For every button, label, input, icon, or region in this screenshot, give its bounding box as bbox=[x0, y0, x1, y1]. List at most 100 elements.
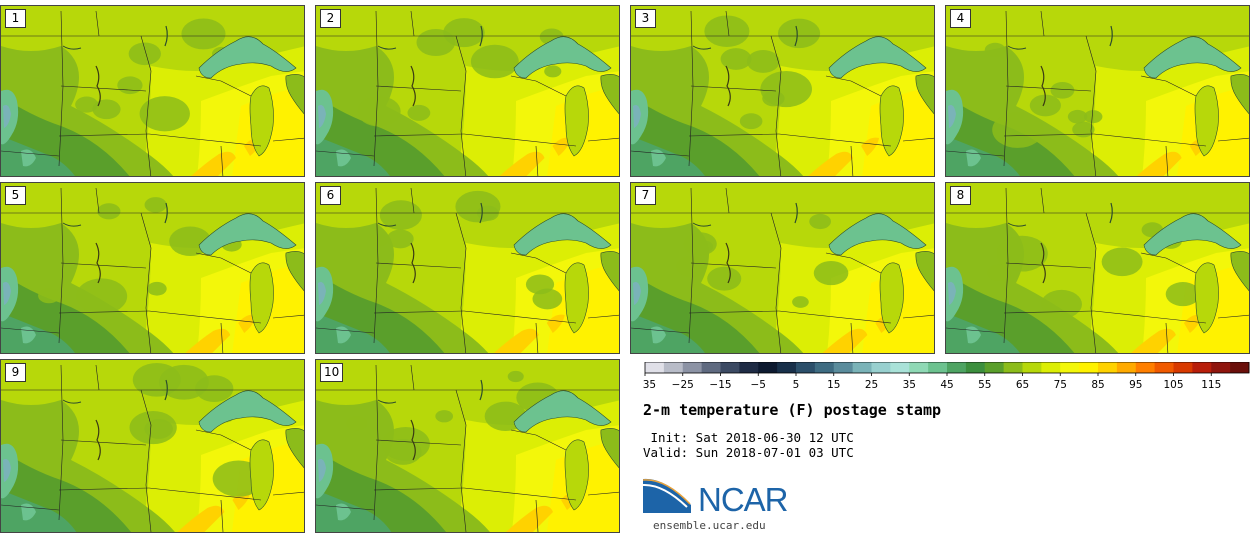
hot-spot bbox=[499, 151, 545, 176]
river bbox=[410, 65, 416, 107]
cool-region bbox=[316, 136, 390, 176]
temperature-map bbox=[1, 360, 304, 532]
member-number-label: 8 bbox=[950, 186, 971, 205]
river bbox=[725, 242, 731, 284]
lake-michigan bbox=[249, 439, 274, 511]
lake-shore bbox=[377, 222, 397, 227]
state-border bbox=[60, 262, 147, 269]
colorbar-swatch bbox=[947, 362, 967, 373]
state-border bbox=[148, 310, 262, 324]
member-number-label: 1 bbox=[5, 9, 26, 28]
state-border bbox=[690, 262, 777, 269]
colorbar-swatch bbox=[1003, 362, 1023, 373]
lake-shore bbox=[794, 25, 798, 47]
state-border bbox=[1, 150, 60, 157]
lake-huron bbox=[600, 251, 619, 292]
state-border bbox=[58, 487, 150, 491]
state-border bbox=[902, 314, 934, 319]
colorbar-swatch bbox=[852, 362, 872, 373]
river bbox=[410, 419, 416, 461]
colorbar-swatch bbox=[984, 362, 1005, 373]
colorbar-swatch bbox=[720, 362, 740, 373]
state-border bbox=[850, 322, 854, 353]
temperature-colorbar: −35 −25 −15 −5 5 15 25 35 45 55 65 75 85 95 105 115 bbox=[643, 362, 1250, 391]
colorbar-swatch bbox=[1173, 362, 1193, 373]
lake-superior bbox=[198, 390, 297, 433]
init-time: Init: Sat 2018-06-30 12 UTC bbox=[643, 430, 854, 445]
cool-region bbox=[946, 313, 1020, 353]
colorbar-tick-label: −25 bbox=[672, 379, 694, 391]
temperature-blob bbox=[92, 99, 121, 120]
state-border bbox=[510, 252, 567, 274]
lake-michigan bbox=[249, 262, 274, 334]
lake-michigan bbox=[879, 262, 904, 334]
state-border bbox=[410, 364, 415, 391]
temperature-blob bbox=[346, 416, 368, 431]
lake-shore bbox=[479, 25, 483, 47]
state-border bbox=[148, 133, 262, 147]
temperature-blob bbox=[792, 296, 809, 308]
temperature-blob bbox=[1101, 247, 1143, 277]
state-border bbox=[778, 133, 892, 147]
colorbar-tick-label: 75 bbox=[1054, 379, 1067, 391]
colorbar-swatch bbox=[701, 362, 721, 373]
hot-spot bbox=[506, 505, 554, 532]
temperature-blob bbox=[144, 197, 167, 213]
colorbar-tick-label: 115 bbox=[1201, 379, 1221, 391]
state-border bbox=[1003, 133, 1095, 137]
colorbar-swatch bbox=[777, 362, 797, 373]
ensemble-member-panel-2: 2 bbox=[315, 5, 620, 177]
mountain-cool-patch bbox=[318, 105, 326, 128]
river bbox=[725, 65, 731, 107]
state-border bbox=[825, 252, 882, 274]
ensemble-member-panel-7: 7 bbox=[630, 182, 935, 354]
valid-time: Valid: Sun 2018-07-01 03 UTC bbox=[643, 445, 854, 460]
temperature-blob bbox=[181, 18, 226, 50]
temperature-blob bbox=[813, 260, 849, 286]
cool-region bbox=[316, 490, 392, 532]
lake-huron bbox=[915, 251, 934, 292]
colorbar-tick-label: −15 bbox=[709, 379, 731, 391]
mountain-cool-patch bbox=[948, 282, 956, 305]
temperature-blob bbox=[720, 48, 752, 70]
state-border bbox=[1, 327, 60, 334]
temperature-map bbox=[946, 183, 1249, 353]
state-border bbox=[587, 137, 619, 142]
state-border bbox=[60, 85, 147, 92]
temperature-blob bbox=[129, 410, 177, 445]
river bbox=[95, 65, 101, 107]
state-border bbox=[463, 310, 577, 324]
hot-spot bbox=[191, 151, 236, 176]
temperature-blob bbox=[739, 113, 763, 130]
colorbar-swatch bbox=[833, 362, 854, 373]
state-border bbox=[690, 85, 777, 92]
colorbar-tick-label: 85 bbox=[1091, 379, 1104, 391]
temperature-blob bbox=[381, 426, 430, 461]
cool-region bbox=[946, 136, 1020, 176]
temperature-blob bbox=[97, 203, 121, 220]
colorbar-swatch bbox=[1022, 362, 1042, 373]
state-border bbox=[1165, 145, 1169, 176]
state-border bbox=[140, 389, 152, 532]
state-border bbox=[220, 322, 224, 353]
lake-shore bbox=[692, 222, 712, 227]
hot-spot bbox=[177, 505, 225, 532]
colorbar-swatch bbox=[1060, 362, 1080, 373]
ensemble-member-panel-1: 1 bbox=[0, 5, 305, 177]
member-number-label: 2 bbox=[320, 9, 341, 28]
colorbar-swatch bbox=[739, 362, 759, 373]
temperature-blob bbox=[357, 96, 401, 127]
hot-spot bbox=[822, 328, 868, 353]
ensemble-member-panel-5: 5 bbox=[0, 182, 305, 354]
lake-huron bbox=[600, 428, 619, 469]
state-border bbox=[1085, 212, 1097, 353]
lake-shore bbox=[1007, 45, 1027, 50]
temperature-blob bbox=[470, 44, 519, 79]
state-border bbox=[946, 327, 1005, 334]
temperature-blob bbox=[38, 288, 60, 304]
state-border bbox=[195, 429, 252, 451]
mountain-cool-patch bbox=[3, 459, 11, 482]
ensemble-member-panel-4: 4 bbox=[945, 5, 1250, 177]
cool-region bbox=[1, 313, 75, 353]
lake-michigan bbox=[1194, 85, 1219, 157]
